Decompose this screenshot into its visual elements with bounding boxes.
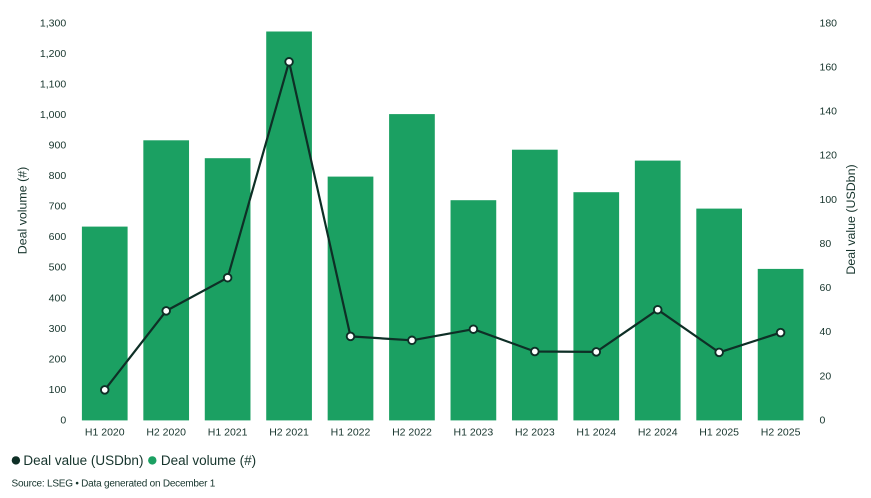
svg-text:160: 160 bbox=[820, 62, 838, 74]
svg-text:1,100: 1,100 bbox=[40, 78, 66, 90]
svg-text:400: 400 bbox=[49, 292, 67, 304]
svg-text:80: 80 bbox=[820, 238, 832, 250]
svg-text:H1 2021: H1 2021 bbox=[208, 426, 248, 438]
svg-text:Source: LSEG • Data generated: Source: LSEG • Data generated on Decembe… bbox=[12, 478, 216, 489]
svg-text:H2 2023: H2 2023 bbox=[515, 426, 555, 438]
svg-text:100: 100 bbox=[49, 384, 67, 396]
svg-text:900: 900 bbox=[49, 140, 67, 152]
svg-text:H2 2020: H2 2020 bbox=[146, 426, 186, 438]
svg-text:Deal volume (#): Deal volume (#) bbox=[161, 453, 256, 468]
svg-text:120: 120 bbox=[820, 150, 838, 162]
svg-text:H2 2021: H2 2021 bbox=[269, 426, 309, 438]
svg-text:Deal value (USDbn): Deal value (USDbn) bbox=[844, 164, 858, 274]
svg-text:H1 2024: H1 2024 bbox=[576, 426, 616, 438]
svg-text:40: 40 bbox=[820, 326, 832, 338]
svg-text:1,300: 1,300 bbox=[40, 17, 66, 29]
svg-text:800: 800 bbox=[49, 170, 67, 182]
svg-text:200: 200 bbox=[49, 353, 67, 365]
svg-text:300: 300 bbox=[49, 323, 67, 335]
svg-text:20: 20 bbox=[820, 370, 832, 382]
svg-text:H1 2023: H1 2023 bbox=[454, 426, 494, 438]
svg-text:60: 60 bbox=[820, 282, 832, 294]
svg-text:H2 2022: H2 2022 bbox=[392, 426, 432, 438]
svg-text:100: 100 bbox=[820, 194, 838, 206]
svg-text:H1 2025: H1 2025 bbox=[699, 426, 739, 438]
svg-text:Deal volume (#): Deal volume (#) bbox=[16, 167, 30, 254]
svg-text:H2 2024: H2 2024 bbox=[638, 426, 678, 438]
svg-text:140: 140 bbox=[820, 106, 838, 118]
svg-text:H1 2020: H1 2020 bbox=[85, 426, 125, 438]
svg-text:600: 600 bbox=[49, 231, 67, 243]
svg-text:1,200: 1,200 bbox=[40, 48, 66, 60]
svg-text:1,000: 1,000 bbox=[40, 109, 66, 121]
svg-text:180: 180 bbox=[820, 17, 838, 29]
svg-text:500: 500 bbox=[49, 262, 67, 274]
svg-text:0: 0 bbox=[820, 414, 826, 426]
svg-text:H2 2025: H2 2025 bbox=[761, 426, 801, 438]
svg-text:Deal value (USDbn): Deal value (USDbn) bbox=[23, 453, 143, 468]
svg-text:H1 2022: H1 2022 bbox=[331, 426, 371, 438]
svg-text:0: 0 bbox=[60, 414, 66, 426]
svg-text:700: 700 bbox=[49, 201, 67, 213]
